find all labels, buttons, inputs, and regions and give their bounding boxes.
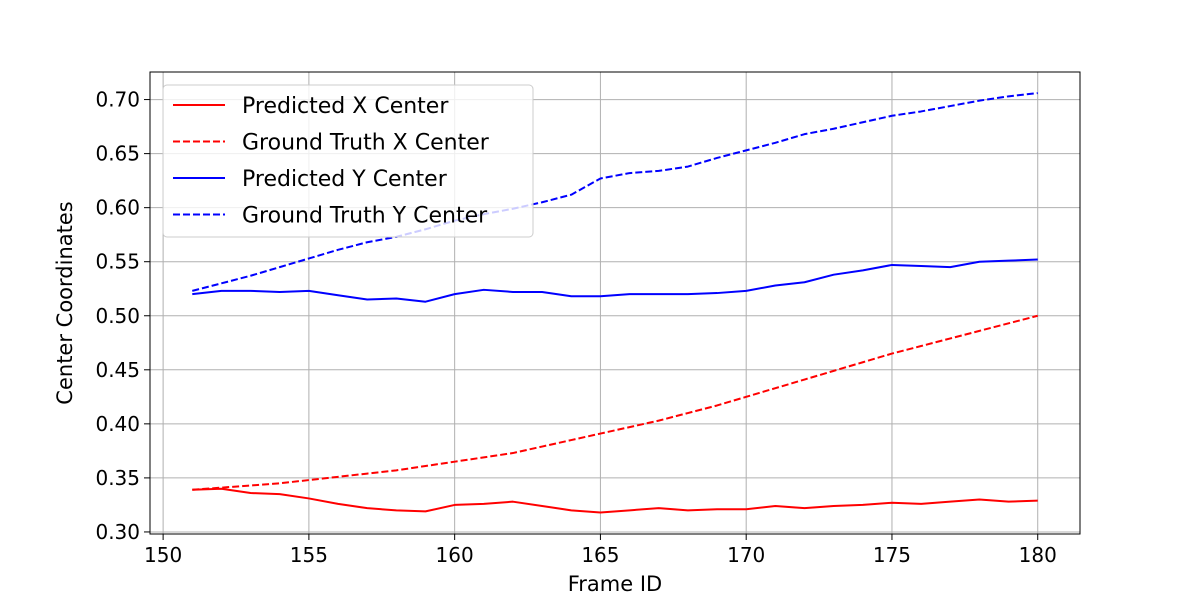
y-axis-ticks: 0.30 0.35 0.40 0.45 0.50 0.55 0.60 0.65 0.70	[95, 88, 150, 544]
y-tick-label: 0.65	[95, 142, 140, 166]
series-line-ground-truth-x-center	[192, 314, 1038, 491]
y-tick-label: 0.45	[95, 358, 140, 382]
x-tick-label: 165	[581, 543, 619, 567]
series-line-predicted-x-center	[192, 487, 1038, 514]
plot-area-frame	[149, 71, 1081, 535]
x-tick-label: 175	[873, 543, 911, 567]
legend-box	[162, 84, 534, 238]
series-line-predicted-y-center	[192, 258, 1038, 303]
y-tick-label: 0.70	[95, 88, 140, 112]
y-axis-label: Center Coordinates	[53, 201, 77, 404]
x-axis-label: Frame ID	[568, 572, 662, 596]
legend-label: Predicted X Center	[242, 94, 449, 119]
x-tick-label: 160	[436, 543, 474, 567]
x-axis-ticks: 150 155 160 165 170 175 180	[144, 534, 1057, 567]
x-tick-label: 170	[727, 543, 765, 567]
x-tick-label: 180	[1019, 543, 1057, 567]
y-tick-label: 0.30	[95, 520, 140, 544]
y-tick-label: 0.55	[95, 250, 140, 274]
series-lines	[192, 92, 1038, 514]
legend-label: Ground Truth X Center	[242, 131, 490, 156]
legend-label: Predicted Y Center	[242, 167, 448, 192]
y-tick-label: 0.50	[95, 304, 140, 328]
x-tick-label: 155	[290, 543, 328, 567]
legend: Predicted X Center Ground Truth X Center P…	[162, 84, 534, 238]
y-tick-label: 0.60	[95, 196, 140, 220]
y-tick-label: 0.35	[95, 466, 140, 490]
x-tick-label: 150	[144, 543, 182, 567]
grid	[150, 72, 1080, 534]
legend-label: Ground Truth Y Center	[242, 204, 488, 229]
series-line-ground-truth-y-center	[192, 92, 1038, 292]
y-tick-label: 0.40	[95, 412, 140, 436]
